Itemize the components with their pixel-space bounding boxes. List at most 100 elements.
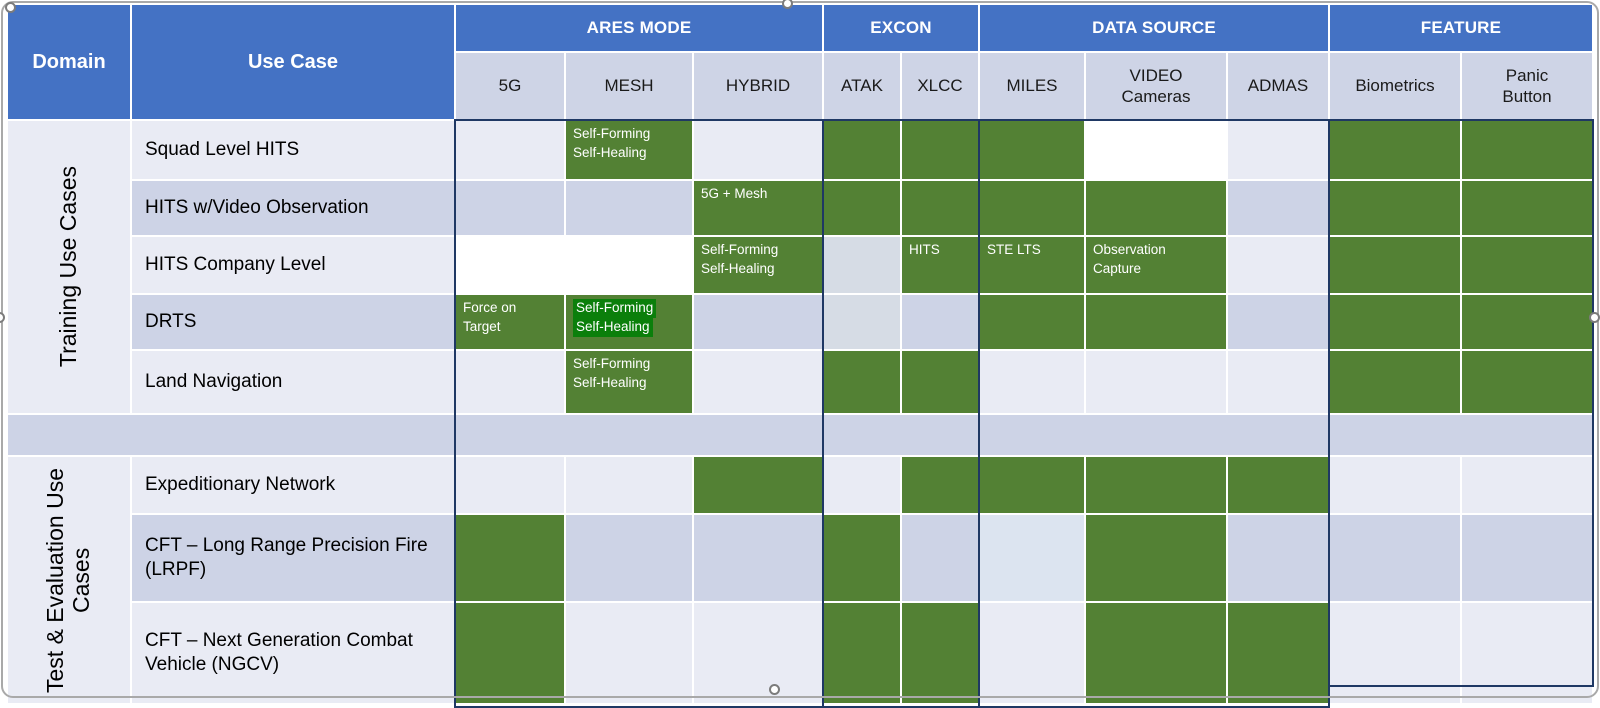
use-case-cell-hits-company-level[interactable]: HITS Company Level — [132, 237, 454, 293]
matrix-cell-expeditionary-network-atak[interactable] — [824, 457, 900, 513]
matrix-cell-drts-video-cameras[interactable] — [1086, 295, 1226, 349]
matrix-cell-cft-next-generation-combat-vehicle-ngcv-5g[interactable] — [456, 603, 564, 703]
column-header-miles[interactable]: MILES — [980, 53, 1084, 119]
matrix-cell-squad-level-hits-hybrid[interactable] — [694, 121, 822, 179]
matrix-cell-hits-w-video-observation-biometrics[interactable] — [1330, 181, 1460, 235]
matrix-cell-squad-level-hits-miles[interactable] — [980, 121, 1084, 179]
matrix-cell-land-navigation-xlcc[interactable] — [902, 351, 978, 413]
matrix-cell-expeditionary-network-5g[interactable] — [456, 457, 564, 513]
matrix-cell-cft-long-range-precision-fire-lrpf-admas[interactable] — [1228, 515, 1328, 601]
matrix-cell-hits-w-video-observation-panic-button[interactable] — [1462, 181, 1592, 235]
matrix-cell-hits-w-video-observation-video-cameras[interactable] — [1086, 181, 1226, 235]
matrix-cell-cft-next-generation-combat-vehicle-ngcv-biometrics[interactable] — [1330, 603, 1460, 703]
matrix-cell-drts-xlcc[interactable] — [902, 295, 978, 349]
matrix-cell-land-navigation-admas[interactable] — [1228, 351, 1328, 413]
column-header-biometrics[interactable]: Biometrics — [1330, 53, 1460, 119]
matrix-cell-expeditionary-network-xlcc[interactable] — [902, 457, 978, 513]
column-header-mesh[interactable]: MESH — [566, 53, 692, 119]
selection-handle-right-middle[interactable] — [1589, 312, 1600, 323]
matrix-cell-drts-miles[interactable] — [980, 295, 1084, 349]
matrix-cell-cft-next-generation-combat-vehicle-ngcv-panic-button[interactable] — [1462, 603, 1592, 703]
matrix-cell-cft-long-range-precision-fire-lrpf-biometrics[interactable] — [1330, 515, 1460, 601]
use-case-cell-expeditionary-network[interactable]: Expeditionary Network — [132, 457, 454, 513]
matrix-cell-hits-company-level-miles[interactable]: STE LTS — [980, 237, 1084, 293]
matrix-cell-cft-next-generation-combat-vehicle-ngcv-hybrid[interactable] — [694, 603, 822, 703]
matrix-cell-hits-w-video-observation-5g[interactable] — [456, 181, 564, 235]
group-header-feature[interactable]: FEATURE — [1330, 5, 1592, 51]
matrix-cell-squad-level-hits-atak[interactable] — [824, 121, 900, 179]
matrix-cell-hits-company-level-xlcc[interactable]: HITS — [902, 237, 978, 293]
matrix-cell-squad-level-hits-panic-button[interactable] — [1462, 121, 1592, 179]
matrix-cell-expeditionary-network-admas[interactable] — [1228, 457, 1328, 513]
column-header-video-cameras[interactable]: VIDEO Cameras — [1086, 53, 1226, 119]
matrix-cell-expeditionary-network-miles[interactable] — [980, 457, 1084, 513]
matrix-cell-hits-company-level-panic-button[interactable] — [1462, 237, 1592, 293]
matrix-cell-hits-w-video-observation-hybrid[interactable]: 5G + Mesh — [694, 181, 822, 235]
use-case-cell-land-navigation[interactable]: Land Navigation — [132, 351, 454, 413]
selection-handle-left-middle[interactable] — [0, 312, 5, 323]
matrix-cell-cft-next-generation-combat-vehicle-ngcv-video-cameras[interactable] — [1086, 603, 1226, 703]
matrix-cell-expeditionary-network-hybrid[interactable] — [694, 457, 822, 513]
corner-domain-header[interactable]: Domain — [8, 5, 130, 119]
matrix-cell-hits-w-video-observation-admas[interactable] — [1228, 181, 1328, 235]
matrix-cell-cft-long-range-precision-fire-lrpf-video-cameras[interactable] — [1086, 515, 1226, 601]
corner-use-case-header[interactable]: Use Case — [132, 5, 454, 119]
column-header-xlcc[interactable]: XLCC — [902, 53, 978, 119]
matrix-cell-hits-company-level-5g[interactable] — [456, 237, 564, 293]
group-header-excon[interactable]: EXCON — [824, 5, 978, 51]
matrix-cell-land-navigation-5g[interactable] — [456, 351, 564, 413]
matrix-cell-drts-biometrics[interactable] — [1330, 295, 1460, 349]
matrix-cell-hits-company-level-admas[interactable] — [1228, 237, 1328, 293]
use-case-cell-squad-level-hits[interactable]: Squad Level HITS — [132, 121, 454, 179]
use-case-cell-hits-w-video-observation[interactable]: HITS w/Video Observation — [132, 181, 454, 235]
column-header-panic-button[interactable]: Panic Button — [1462, 53, 1592, 119]
matrix-cell-cft-long-range-precision-fire-lrpf-hybrid[interactable] — [694, 515, 822, 601]
matrix-cell-squad-level-hits-xlcc[interactable] — [902, 121, 978, 179]
matrix-cell-squad-level-hits-video-cameras[interactable] — [1086, 121, 1226, 179]
matrix-cell-squad-level-hits-admas[interactable] — [1228, 121, 1328, 179]
matrix-cell-cft-long-range-precision-fire-lrpf-mesh[interactable] — [566, 515, 692, 601]
column-header-atak[interactable]: ATAK — [824, 53, 900, 119]
column-header-hybrid[interactable]: HYBRID — [694, 53, 822, 119]
matrix-cell-expeditionary-network-mesh[interactable] — [566, 457, 692, 513]
matrix-cell-expeditionary-network-biometrics[interactable] — [1330, 457, 1460, 513]
matrix-cell-cft-long-range-precision-fire-lrpf-5g[interactable] — [456, 515, 564, 601]
matrix-cell-land-navigation-video-cameras[interactable] — [1086, 351, 1226, 413]
matrix-cell-expeditionary-network-panic-button[interactable] — [1462, 457, 1592, 513]
selection-handle-top-left[interactable] — [5, 2, 16, 13]
domain-cell-training-use-cases[interactable]: Training Use Cases — [8, 121, 130, 413]
matrix-cell-land-navigation-panic-button[interactable] — [1462, 351, 1592, 413]
matrix-cell-land-navigation-atak[interactable] — [824, 351, 900, 413]
matrix-cell-squad-level-hits-5g[interactable] — [456, 121, 564, 179]
matrix-cell-cft-next-generation-combat-vehicle-ngcv-atak[interactable] — [824, 603, 900, 703]
matrix-cell-land-navigation-hybrid[interactable] — [694, 351, 822, 413]
matrix-cell-hits-w-video-observation-xlcc[interactable] — [902, 181, 978, 235]
matrix-cell-cft-long-range-precision-fire-lrpf-miles[interactable] — [980, 515, 1084, 601]
matrix-cell-cft-long-range-precision-fire-lrpf-xlcc[interactable] — [902, 515, 978, 601]
matrix-cell-land-navigation-biometrics[interactable] — [1330, 351, 1460, 413]
use-case-cell-drts[interactable]: DRTS — [132, 295, 454, 349]
matrix-cell-hits-company-level-atak[interactable] — [824, 237, 900, 293]
group-header-data-source[interactable]: DATA SOURCE — [980, 5, 1328, 51]
matrix-cell-hits-w-video-observation-mesh[interactable] — [566, 181, 692, 235]
matrix-cell-hits-company-level-biometrics[interactable] — [1330, 237, 1460, 293]
use-case-cell-cft-next-generation-combat-vehicle-ngcv[interactable]: CFT – Next Generation Combat Vehicle (NG… — [132, 603, 454, 703]
group-header-ares-mode[interactable]: ARES MODE — [456, 5, 822, 51]
matrix-cell-expeditionary-network-video-cameras[interactable] — [1086, 457, 1226, 513]
column-header-admas[interactable]: ADMAS — [1228, 53, 1328, 119]
matrix-cell-cft-next-generation-combat-vehicle-ngcv-admas[interactable] — [1228, 603, 1328, 703]
matrix-cell-drts-atak[interactable] — [824, 295, 900, 349]
matrix-cell-hits-w-video-observation-atak[interactable] — [824, 181, 900, 235]
matrix-cell-drts-admas[interactable] — [1228, 295, 1328, 349]
use-case-cell-cft-long-range-precision-fire-lrpf[interactable]: CFT – Long Range Precision Fire (LRPF) — [132, 515, 454, 601]
matrix-cell-hits-w-video-observation-miles[interactable] — [980, 181, 1084, 235]
matrix-cell-cft-next-generation-combat-vehicle-ngcv-miles[interactable] — [980, 603, 1084, 703]
matrix-cell-cft-long-range-precision-fire-lrpf-panic-button[interactable] — [1462, 515, 1592, 601]
matrix-cell-cft-next-generation-combat-vehicle-ngcv-xlcc[interactable] — [902, 603, 978, 703]
